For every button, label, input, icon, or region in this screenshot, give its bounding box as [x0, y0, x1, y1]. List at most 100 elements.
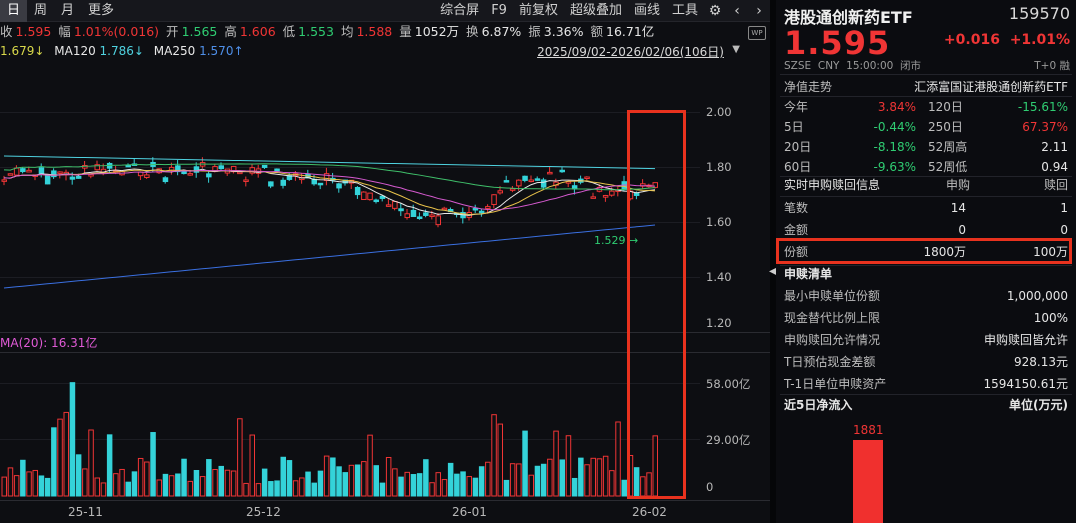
tab-day[interactable]: 日 [0, 0, 28, 22]
candle-body [317, 182, 324, 186]
volume-bar [82, 468, 88, 497]
candlestick-chart[interactable] [0, 60, 700, 500]
shares-highlight-box [776, 238, 1072, 264]
volume-bar [565, 435, 572, 497]
candle-body [38, 167, 45, 175]
volume-bar [26, 471, 32, 497]
realtime-label: 金额 [784, 223, 809, 237]
volume-bar [379, 482, 386, 497]
panel-splitter[interactable] [770, 0, 776, 523]
kline-chart-area[interactable]: 日 周 月 更多 综合屏 F9 前复权 超级叠加 画线 工具 ⚙ ‹ › 收 1.… [0, 0, 770, 523]
candle-body [218, 165, 224, 170]
volume-bar [416, 473, 423, 497]
volume-bar [615, 421, 621, 497]
volume-bar [633, 467, 640, 497]
perf-value: 2.11 [1041, 140, 1068, 154]
volume-bar [144, 461, 150, 497]
fq-button[interactable]: 前复权 [518, 3, 558, 18]
volume-bar [361, 461, 367, 497]
candle-body [354, 186, 361, 196]
candle-body [478, 210, 485, 214]
realtime-label: 笔数 [784, 201, 809, 215]
gear-icon[interactable]: ⚙ [708, 3, 722, 19]
candle-body [280, 179, 286, 186]
list-label: T日预估现金差额 [784, 355, 876, 369]
wp-badge-icon[interactable]: WP [748, 26, 766, 40]
current-price-tag: 1.529 → [594, 234, 639, 247]
perf-label: 5日 [784, 120, 804, 134]
list-row: T日预估现金差额 928.13元 [776, 352, 1076, 372]
volume-bar [578, 457, 584, 497]
perf-value: -0.44% [873, 120, 916, 134]
tab-week[interactable]: 周 [34, 2, 48, 18]
date-range[interactable]: 2025/09/02-2026/02/06(106日) [537, 45, 724, 59]
draw-line-button[interactable]: 画线 [633, 3, 660, 18]
grid-line [0, 383, 700, 384]
grid-line [0, 439, 700, 440]
grid-line [0, 167, 700, 168]
f9-button[interactable]: F9 [491, 3, 507, 18]
list-label: T-1日单位申赎资产 [784, 377, 887, 391]
volume-bar [547, 458, 553, 497]
divider [780, 196, 1072, 197]
candle-body [26, 169, 32, 173]
flow-header: 近5日净流入 单位(万元) [784, 398, 1068, 412]
swing-value: 3.36% [543, 24, 584, 39]
volume-bar [100, 482, 107, 497]
chevron-left-icon[interactable]: ‹ [734, 3, 740, 19]
volume-bar [429, 482, 435, 497]
volume-bar [299, 477, 305, 497]
perf-value: 3.84% [877, 100, 916, 114]
volume-bar [435, 472, 441, 497]
amount-value: 16.71亿 [606, 24, 655, 39]
volume-bar [224, 469, 231, 497]
volume-bar [398, 476, 404, 497]
candle-body [361, 191, 367, 201]
tab-more[interactable]: 更多 [88, 2, 115, 18]
volume-bar [503, 479, 510, 497]
volume-bar [640, 476, 646, 497]
composite-screen-button[interactable]: 综合屏 [440, 3, 480, 18]
volume-bar [168, 475, 175, 497]
candle-body [497, 190, 503, 194]
perf-label: 20日 [784, 140, 812, 154]
dropdown-triangle-icon[interactable]: ▼ [732, 44, 740, 55]
price-tick: 1.60 [706, 215, 732, 229]
candle-body [187, 173, 193, 176]
candle-body [274, 168, 280, 172]
volume-bar [206, 459, 212, 497]
candle-body [144, 174, 150, 178]
candle-body [534, 178, 541, 181]
perf-row: 今年 3.84% 120日 -15.61% [776, 97, 1076, 117]
nav-row[interactable]: 净值走势 汇添富国证港股通创新药ETF [776, 77, 1076, 97]
list-row: 最小申赎单位份额 1,000,000 [776, 286, 1076, 306]
turnover-value: 6.87% [481, 24, 522, 39]
nav-trend-label[interactable]: 净值走势 [784, 80, 833, 94]
candle-body [125, 164, 131, 168]
candle-body [7, 173, 14, 176]
volume-bar [385, 457, 392, 497]
net-inflow-label: 1881 [853, 423, 884, 437]
candle-body [441, 207, 448, 211]
panel-divider [0, 332, 770, 333]
redeem-value: 100万 [1033, 245, 1068, 259]
fund-code: 159570 [1008, 4, 1070, 23]
list-label: 现金替代比例上限 [784, 311, 881, 325]
candle-body [429, 214, 435, 218]
tools-button[interactable]: 工具 [671, 3, 698, 18]
volume-bar [342, 472, 348, 497]
volume-bar [516, 463, 522, 497]
volume-bar [441, 479, 448, 497]
overlay-button[interactable]: 超级叠加 [569, 3, 622, 18]
candle-body [193, 166, 200, 173]
volume-bar [497, 423, 503, 497]
candle-body [237, 171, 243, 175]
collapse-arrow-icon[interactable]: ◀ [769, 266, 777, 277]
chart-toolbar: 日 周 月 更多 综合屏 F9 前复权 超级叠加 画线 工具 ⚙ ‹ › [0, 0, 770, 22]
tab-month[interactable]: 月 [61, 2, 75, 18]
perf-value: -9.63% [873, 160, 916, 174]
volume-bar [590, 457, 596, 497]
close-value: 1.595 [15, 24, 52, 39]
chevron-right-icon[interactable]: › [756, 3, 762, 19]
realtime-row: 份额 1800万 100万 [776, 242, 1076, 262]
